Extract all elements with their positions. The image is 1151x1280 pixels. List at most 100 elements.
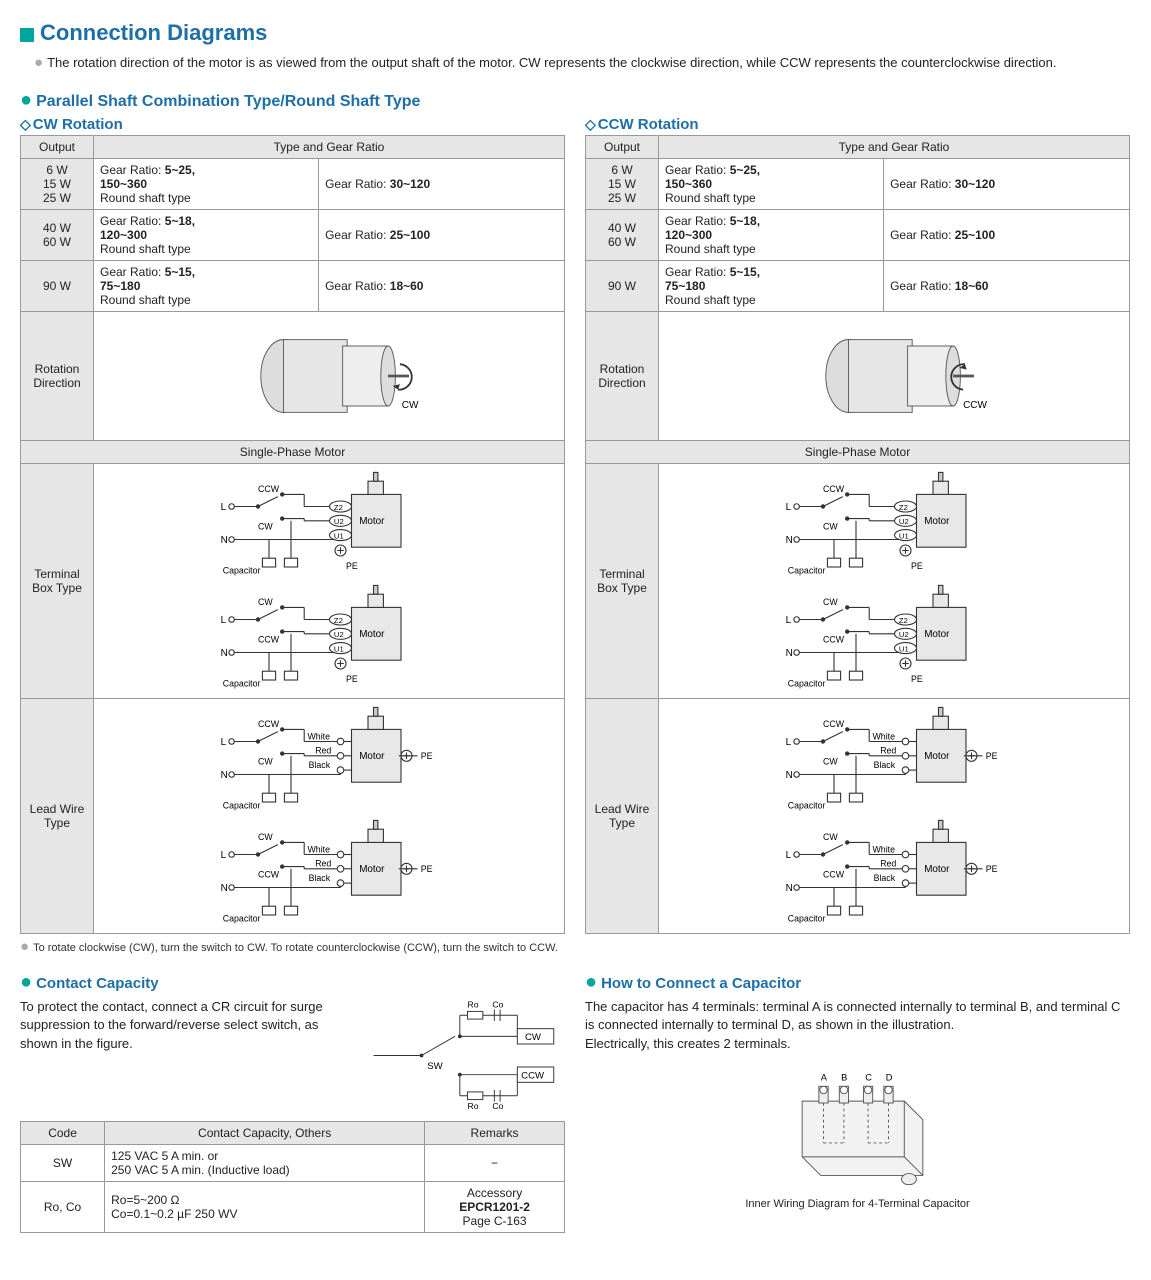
svg-text:Co: Co [492, 1101, 503, 1111]
svg-text:CW: CW [258, 756, 273, 766]
svg-text:U2: U2 [333, 517, 343, 526]
svg-text:L: L [220, 736, 226, 747]
svg-text:Z2: Z2 [333, 615, 342, 624]
ccw-table: OutputType and Gear Ratio 6 W15 W25 W Ge… [585, 135, 1130, 934]
svg-text:CCW: CCW [823, 634, 845, 644]
svg-text:Capacitor: Capacitor [787, 913, 825, 923]
svg-text:White: White [307, 731, 330, 741]
table-row: 6 W15 W25 W Gear Ratio: 5~25,150~360Roun… [21, 158, 565, 209]
th-tgr: Type and Gear Ratio [94, 135, 565, 158]
svg-text:N: N [785, 647, 792, 658]
svg-text:N: N [785, 882, 792, 893]
svg-text:PE: PE [911, 561, 923, 571]
svg-text:L: L [785, 736, 791, 747]
capacitor-body: The capacitor has 4 terminals: terminal … [585, 998, 1130, 1055]
svg-text:A: A [820, 1073, 827, 1083]
contact-capacity-section: ●Contact Capacity CW CCW RoCo RoCo [20, 969, 565, 1233]
svg-text:PE: PE [420, 864, 432, 874]
svg-text:B: B [841, 1073, 847, 1083]
svg-text:L: L [785, 501, 791, 512]
capacitor-section: ●How to Connect a Capacitor The capacito… [585, 969, 1130, 1233]
ratio-cell: Gear Ratio: 30~120 [319, 158, 565, 209]
svg-text:Black: Black [873, 872, 895, 882]
svg-text:Capacitor: Capacitor [222, 678, 260, 688]
svg-text:Red: Red [315, 745, 331, 755]
svg-text:PE: PE [420, 751, 432, 761]
svg-text:Black: Black [308, 759, 330, 769]
svg-text:Red: Red [315, 858, 331, 868]
svg-text:CCW: CCW [823, 719, 845, 729]
svg-text:Capacitor: Capacitor [222, 565, 260, 575]
svg-text:N: N [220, 882, 227, 893]
svg-text:CCW: CCW [963, 399, 987, 410]
rotation-row: Rotation Direction CW [21, 311, 565, 440]
th-output: Output [21, 135, 94, 158]
motor-cw-icon: CW [229, 326, 429, 426]
intro-text: ●The rotation direction of the motor is … [34, 52, 1130, 75]
svg-text:PE: PE [346, 561, 358, 571]
cw-heading: ◇CW Rotation [20, 116, 565, 133]
capacitor-caption: Inner Wiring Diagram for 4-Terminal Capa… [585, 1198, 1130, 1210]
page-title: Connection Diagrams [20, 20, 1130, 46]
cw-table: OutputType and Gear Ratio 6 W15 W25 W Ge… [20, 135, 565, 934]
svg-text:Black: Black [308, 872, 330, 882]
rotation-footnote: ●To rotate clockwise (CW), turn the swit… [20, 938, 1130, 955]
svg-text:CW: CW [823, 597, 838, 607]
svg-text:PE: PE [346, 674, 358, 684]
svg-text:Motor: Motor [359, 629, 385, 640]
svg-text:N: N [220, 647, 227, 658]
svg-text:CCW: CCW [258, 484, 280, 494]
lead-wire-row: Lead Wire Type L N CCW CW Capacitor Moto… [21, 698, 565, 933]
svg-text:L: L [220, 849, 226, 860]
svg-text:N: N [785, 534, 792, 545]
terminal-box-row: Terminal Box Type L N CCW CW Capacitor M… [21, 463, 565, 698]
svg-text:CCW: CCW [521, 1070, 544, 1081]
svg-text:N: N [785, 769, 792, 780]
svg-text:U2: U2 [898, 517, 908, 526]
wiring-diagram-icon: L N CW CCW Capacitor Motor Z2 U2 U1 [214, 581, 445, 691]
wiring-diagram-icon: L N CCW CW Capacitor Motor White Red Bla… [779, 703, 1010, 813]
svg-text:Motor: Motor [924, 516, 950, 527]
table-row: 90 W Gear Ratio: 5~15,75~180Round shaft … [21, 260, 565, 311]
wiring-diagram-icon: L N CW CCW Capacitor Motor Z2 U2 U1 [779, 581, 1010, 691]
wiring-diagram-icon: L N CCW CW Capacitor Motor Z2 U2 U1 [214, 468, 445, 578]
svg-text:White: White [872, 844, 895, 854]
svg-text:Co: Co [492, 999, 503, 1009]
contact-capacity-table: CodeContact Capacity, OthersRemarks SW 1… [20, 1121, 565, 1233]
output-cell: 6 W15 W25 W [21, 158, 94, 209]
ccw-column: ◇CCW Rotation OutputType and Gear Ratio … [585, 114, 1130, 934]
svg-text:Z2: Z2 [898, 615, 907, 624]
svg-text:CCW: CCW [258, 634, 280, 644]
svg-text:N: N [220, 534, 227, 545]
svg-text:Capacitor: Capacitor [787, 800, 825, 810]
svg-text:Ro: Ro [467, 1101, 478, 1111]
svg-text:CCW: CCW [258, 719, 280, 729]
svg-text:CW: CW [823, 521, 838, 531]
wiring-diagram-icon: L N CCW CW Capacitor Motor White Red Bla… [214, 703, 445, 813]
ccw-heading: ◇CCW Rotation [585, 116, 1130, 133]
svg-text:Motor: Motor [359, 751, 385, 762]
svg-text:Motor: Motor [359, 864, 385, 875]
motor-ccw-icon: CCW [794, 326, 994, 426]
wiring-diagram-icon: L N CCW CW Capacitor Motor Z2 U2 U1 [779, 468, 1010, 578]
svg-text:Capacitor: Capacitor [222, 800, 260, 810]
svg-text:Motor: Motor [924, 751, 950, 762]
svg-text:L: L [785, 849, 791, 860]
svg-text:CW: CW [258, 597, 273, 607]
svg-text:SW: SW [427, 1060, 442, 1071]
svg-text:L: L [785, 614, 791, 625]
svg-text:Ro: Ro [467, 999, 478, 1009]
svg-text:D: D [885, 1073, 892, 1083]
svg-text:CCW: CCW [823, 484, 845, 494]
capacitor-title: How to Connect a Capacitor [601, 975, 801, 992]
svg-text:U1: U1 [333, 531, 343, 540]
svg-text:U2: U2 [898, 630, 908, 639]
svg-text:White: White [872, 731, 895, 741]
svg-text:CW: CW [823, 756, 838, 766]
svg-text:Red: Red [880, 858, 896, 868]
svg-text:CCW: CCW [258, 869, 280, 879]
svg-text:Motor: Motor [924, 629, 950, 640]
svg-text:L: L [220, 614, 226, 625]
cw-column: ◇CW Rotation OutputType and Gear Ratio 6… [20, 114, 565, 934]
wiring-diagram-icon: L N CW CCW Capacitor Motor White Red Bla… [779, 816, 1010, 926]
